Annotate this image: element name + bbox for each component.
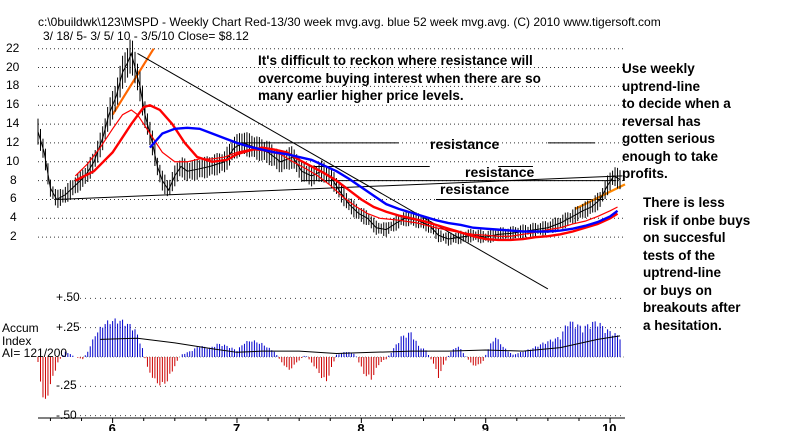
price-tick-label: 8 [10, 172, 17, 187]
trend-line [111, 48, 155, 116]
price-tick-label: 18 [6, 78, 20, 93]
accum-tick-label: -.25 [56, 378, 77, 393]
x-tick-label: 9 [481, 421, 489, 431]
moving-average-line [74, 103, 619, 242]
price-tick-label: 20 [6, 59, 20, 74]
resistance-label-2: resistance [465, 164, 535, 180]
price-tick-label: 14 [6, 116, 20, 131]
chart-title: c:\0buildwk\123\MSPD - Weekly Chart Red-… [38, 15, 661, 29]
trend-line [137, 52, 549, 290]
moving-average-line [149, 126, 619, 233]
accum-tick-label: +.50 [56, 290, 80, 305]
annotation-top: It's difficult to reckon where resistanc… [258, 53, 541, 103]
price-tick-label: 22 [6, 40, 20, 55]
price-tick-label: 6 [10, 191, 17, 206]
price-tick-label: 4 [10, 210, 17, 225]
trend-line [56, 175, 623, 200]
x-tick-label: 7 [232, 421, 241, 431]
chart-subtitle: 3/ 18/ 5- 3/ 5/ 10 - 3/5/10 Close= $8.12 [43, 29, 249, 43]
price-tick-label: 2 [10, 229, 17, 244]
resistance-label-3: resistance [440, 181, 510, 197]
x-tick-label: 8 [357, 421, 365, 431]
accum-tick-label: +.25 [56, 319, 80, 334]
annotation-lower-right: There is less risk if onbe buys on succe… [643, 195, 751, 333]
x-tick-label: 10 [602, 421, 617, 431]
price-tick-label: 10 [6, 153, 20, 168]
annotation-right: Use weekly uptrend-line to decide when a… [622, 61, 731, 181]
price-tick-label: 16 [6, 97, 20, 112]
resistance-label-1: resistance [430, 136, 500, 152]
accum-average-line [100, 335, 621, 354]
price-tick-label: 12 [6, 134, 20, 149]
x-tick-label: 6 [108, 421, 116, 431]
accum-index-label: Accum Index AI= 121/200 [2, 321, 68, 360]
accum-tick-label: -.50 [56, 407, 77, 422]
